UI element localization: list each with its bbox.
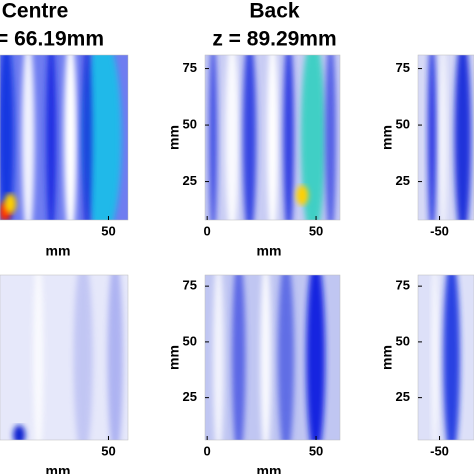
- field-streak: [46, 55, 57, 220]
- field-streak: [242, 55, 257, 220]
- heatmap: [418, 275, 474, 440]
- field-streak: [73, 275, 93, 440]
- y-tick-label: 50: [183, 333, 197, 348]
- field-streak: [107, 275, 123, 440]
- field-streak: [440, 55, 446, 220]
- heatmap-background: [0, 275, 128, 440]
- x-axis-label: mm: [257, 243, 282, 259]
- x-tick-label: -50: [430, 223, 449, 238]
- field-streak: [0, 55, 15, 220]
- y-tick-label: 50: [396, 333, 410, 348]
- x-axis-label: mm: [46, 463, 71, 474]
- y-axis-label: mm: [379, 345, 395, 370]
- field-streak: [64, 55, 77, 220]
- panel-frame: [204, 54, 341, 221]
- panel-frame: [417, 54, 474, 221]
- x-axis-label: mm: [46, 243, 71, 259]
- panel-frame: [417, 274, 474, 441]
- field-hotspot: [13, 425, 26, 440]
- field-streak: [325, 55, 336, 220]
- field-streak: [21, 55, 35, 220]
- field-streak: [225, 55, 239, 220]
- x-tick-label: 0: [204, 443, 211, 458]
- panel-frame: [0, 274, 129, 441]
- y-axis-label: mm: [166, 345, 182, 370]
- column-subtitle: z = 89.29mm: [212, 28, 336, 51]
- field-streak: [83, 55, 122, 220]
- heatmap: [0, 275, 128, 440]
- x-tick-label: 0: [204, 223, 211, 238]
- y-tick-label: 25: [183, 173, 197, 188]
- field-streak: [33, 275, 44, 440]
- y-tick-label: 25: [396, 389, 410, 404]
- y-axis-label: mm: [166, 125, 182, 150]
- field-streak: [267, 55, 278, 220]
- field-hotspot: [4, 193, 17, 214]
- y-tick-label: 25: [396, 173, 410, 188]
- field-streak: [432, 275, 438, 440]
- panel-frame: [0, 54, 129, 221]
- y-tick-label: 75: [183, 60, 197, 75]
- y-tick-label: 25: [183, 389, 197, 404]
- x-tick-label: 50: [101, 443, 115, 458]
- field-streak: [213, 275, 224, 440]
- heatmap: [0, 55, 128, 220]
- field-streak: [283, 55, 295, 220]
- field-streak: [427, 55, 437, 220]
- field-hotspot: [296, 185, 309, 206]
- column-title: Centre: [2, 0, 69, 23]
- field-streak: [454, 55, 472, 220]
- heatmap: [205, 275, 340, 440]
- x-tick-label: 50: [309, 443, 323, 458]
- field-streak: [306, 275, 326, 440]
- y-tick-label: 50: [183, 117, 197, 132]
- column-subtitle: = 66.19mm: [0, 28, 104, 51]
- field-streak: [232, 275, 246, 440]
- field-streak: [209, 55, 218, 220]
- y-tick-label: 50: [396, 117, 410, 132]
- y-tick-label: 75: [183, 278, 197, 293]
- x-axis-label: mm: [257, 463, 282, 474]
- field-streak: [260, 275, 272, 440]
- field-streak: [277, 275, 295, 440]
- column-title: Back: [249, 0, 300, 23]
- x-tick-label: 50: [309, 223, 323, 238]
- panel-frame: [204, 274, 341, 441]
- field-streak: [300, 55, 326, 220]
- heatmap: [418, 55, 474, 220]
- field-streak: [443, 275, 460, 440]
- y-tick-label: 75: [396, 60, 410, 75]
- heatmap: [205, 55, 340, 220]
- field-streak: [81, 55, 93, 220]
- y-tick-label: 75: [396, 278, 410, 293]
- x-tick-label: -50: [430, 443, 449, 458]
- y-axis-label: mm: [379, 125, 395, 150]
- x-tick-label: 50: [101, 223, 115, 238]
